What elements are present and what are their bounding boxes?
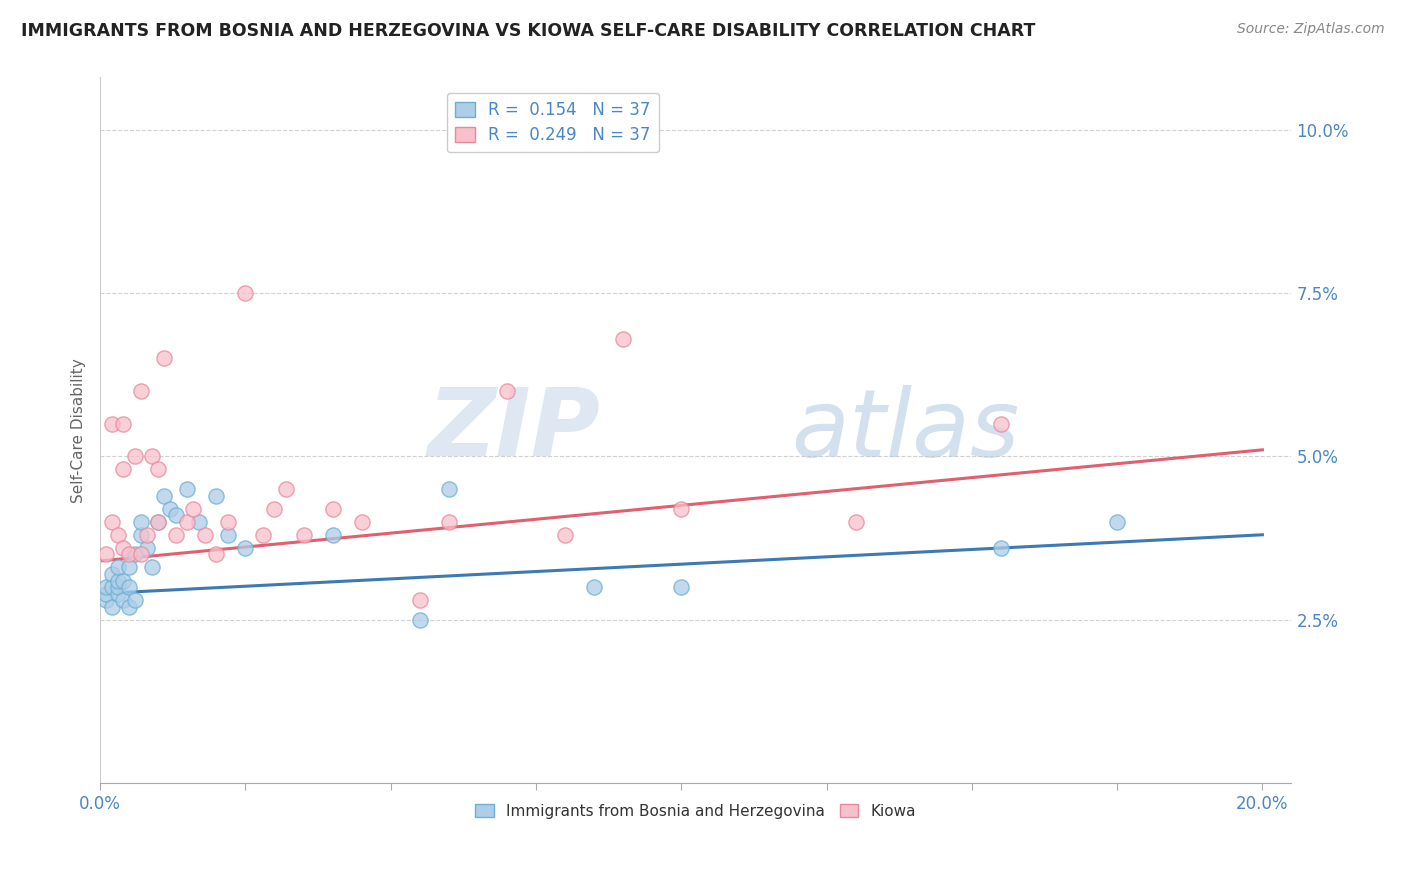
Point <box>135 541 157 555</box>
Point <box>107 580 129 594</box>
Point <box>165 528 187 542</box>
Point <box>100 580 122 594</box>
Point <box>1107 515 1129 529</box>
Point <box>100 515 122 529</box>
Legend: Immigrants from Bosnia and Herzegovina, Kiowa: Immigrants from Bosnia and Herzegovina, … <box>470 797 922 825</box>
Point <box>118 599 141 614</box>
Point <box>118 547 141 561</box>
Point <box>671 580 693 594</box>
Point <box>124 547 146 561</box>
Point <box>118 580 141 594</box>
Point <box>845 515 868 529</box>
Point <box>135 528 157 542</box>
Point <box>129 547 152 561</box>
Point <box>612 332 634 346</box>
Point <box>153 351 176 366</box>
Point <box>181 501 204 516</box>
Text: ZIP: ZIP <box>427 384 600 476</box>
Point <box>148 515 170 529</box>
Point <box>187 515 209 529</box>
Point <box>409 593 432 607</box>
Point <box>437 482 460 496</box>
Point <box>118 560 141 574</box>
Point <box>235 541 257 555</box>
Point <box>165 508 187 523</box>
Point <box>148 462 170 476</box>
Point <box>263 501 285 516</box>
Point <box>112 574 135 588</box>
Point <box>322 528 344 542</box>
Point <box>322 501 344 516</box>
Point <box>141 560 163 574</box>
Point <box>112 541 135 555</box>
Point <box>129 384 152 398</box>
Point <box>205 547 228 561</box>
Point <box>194 528 217 542</box>
Point <box>496 384 519 398</box>
Point <box>274 482 297 496</box>
Point <box>437 515 460 529</box>
Point <box>100 566 122 581</box>
Text: atlas: atlas <box>792 384 1019 475</box>
Point <box>141 450 163 464</box>
Point <box>148 515 170 529</box>
Point <box>409 613 432 627</box>
Text: IMMIGRANTS FROM BOSNIA AND HERZEGOVINA VS KIOWA SELF-CARE DISABILITY CORRELATION: IMMIGRANTS FROM BOSNIA AND HERZEGOVINA V… <box>21 22 1035 40</box>
Point <box>292 528 315 542</box>
Point <box>990 541 1012 555</box>
Point <box>554 528 576 542</box>
Point <box>129 528 152 542</box>
Point <box>124 593 146 607</box>
Point <box>252 528 274 542</box>
Point <box>100 599 122 614</box>
Point <box>112 593 135 607</box>
Point <box>217 515 239 529</box>
Point <box>583 580 606 594</box>
Point <box>671 501 693 516</box>
Point <box>107 560 129 574</box>
Point <box>107 586 129 600</box>
Point <box>235 286 257 301</box>
Point <box>107 528 129 542</box>
Point <box>153 489 176 503</box>
Point <box>176 482 198 496</box>
Text: Source: ZipAtlas.com: Source: ZipAtlas.com <box>1237 22 1385 37</box>
Point <box>94 586 117 600</box>
Point <box>94 593 117 607</box>
Point <box>176 515 198 529</box>
Point <box>112 462 135 476</box>
Point <box>124 450 146 464</box>
Point <box>100 417 122 431</box>
Y-axis label: Self-Care Disability: Self-Care Disability <box>72 358 86 502</box>
Point <box>112 417 135 431</box>
Point <box>205 489 228 503</box>
Point <box>94 547 117 561</box>
Point <box>217 528 239 542</box>
Point <box>990 417 1012 431</box>
Point <box>94 580 117 594</box>
Point <box>350 515 373 529</box>
Point <box>129 515 152 529</box>
Point <box>159 501 181 516</box>
Point <box>107 574 129 588</box>
